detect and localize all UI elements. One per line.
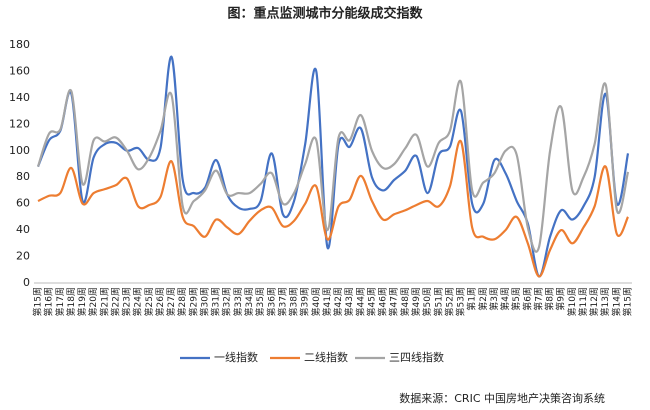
x-tick-label: 第11周 (577, 287, 589, 316)
x-tick-label: 第25周 (143, 287, 155, 316)
x-tick-label: 第49周 (410, 287, 422, 316)
x-tick-label: 第13周 (599, 287, 611, 316)
source-note: 数据来源：CRIC 中国房地产决策咨询系统 (399, 391, 605, 405)
x-tick-label: 第32周 (221, 287, 233, 316)
x-tick-label: 第46周 (377, 287, 389, 316)
chart-title: 图：重点监测城市分能级成交指数 (227, 6, 423, 22)
legend-label: 三四线指数 (389, 350, 444, 364)
series-line (36, 79, 630, 253)
y-tick-label: 40 (16, 223, 30, 236)
x-tick-label: 第8周 (544, 287, 556, 311)
x-tick-label: 第52周 (443, 287, 455, 316)
x-tick-label: 第12周 (588, 287, 600, 316)
legend-label: 二线指数 (304, 350, 348, 364)
x-tick-label: 第50周 (421, 287, 433, 316)
x-tick-label: 第35周 (254, 287, 266, 316)
y-tick-label: 100 (9, 144, 30, 157)
x-tick-label: 第10周 (566, 287, 578, 316)
y-tick-label: 60 (16, 197, 30, 210)
x-tick-label: 第21周 (98, 287, 110, 316)
x-tick-label: 第26周 (154, 287, 166, 316)
x-tick-label: 第48周 (399, 287, 411, 316)
x-tick-label: 第9周 (555, 287, 567, 311)
x-tick-label: 第36周 (265, 287, 277, 316)
x-tick-label: 第18周 (65, 287, 77, 316)
x-tick-label: 第47周 (388, 287, 400, 316)
x-tick-label: 第33周 (232, 287, 244, 316)
y-tick-label: 0 (23, 276, 30, 289)
x-tick-label: 第27周 (165, 287, 177, 316)
x-tick-label: 第20周 (87, 287, 99, 316)
legend-label: 一线指数 (214, 350, 258, 364)
y-tick-label: 20 (16, 250, 30, 263)
x-tick-label: 第39周 (299, 287, 311, 316)
x-tick-label: 第44周 (354, 287, 366, 316)
x-tick-label: 第43周 (343, 287, 355, 316)
x-tick-label: 第5周 (510, 287, 522, 311)
x-tick-label: 第2周 (477, 287, 489, 311)
x-tick-label: 第7周 (532, 287, 544, 311)
y-tick-label: 80 (16, 170, 30, 183)
x-tick-label: 第29周 (187, 287, 199, 316)
x-tick-label: 第15周 (32, 287, 44, 316)
x-tick-label: 第17周 (54, 287, 66, 316)
x-tick-label: 第6周 (521, 287, 533, 311)
y-tick-label: 160 (9, 64, 30, 77)
x-tick-label: 第3周 (488, 287, 500, 311)
x-tick-label: 第38周 (288, 287, 300, 316)
x-tick-label: 第16周 (43, 287, 55, 316)
series-line (37, 139, 629, 278)
x-tick-label: 第42周 (332, 287, 344, 316)
x-tick-label: 第40周 (310, 287, 322, 316)
y-tick-label: 180 (9, 38, 30, 51)
x-tick-label: 第41周 (321, 287, 333, 316)
x-tick-label: 第24周 (132, 287, 144, 316)
x-tick-label: 第1周 (466, 287, 478, 311)
x-tick-label: 第23周 (121, 287, 133, 316)
x-tick-label: 第34周 (243, 287, 255, 316)
x-tick-label: 第51周 (432, 287, 444, 316)
y-tick-label: 120 (9, 117, 30, 130)
x-tick-label: 第31周 (210, 287, 222, 316)
x-tick-label: 第22周 (109, 287, 121, 316)
x-tick-label: 第30周 (198, 287, 210, 316)
x-tick-label: 第37周 (276, 287, 288, 316)
x-tick-label: 第45周 (365, 287, 377, 316)
x-tick-label: 第28周 (176, 287, 188, 316)
y-tick-label: 140 (9, 91, 30, 104)
x-tick-label: 第15周 (622, 287, 634, 316)
x-tick-label: 第19周 (76, 287, 88, 316)
x-tick-label: 第14周 (610, 287, 622, 316)
x-tick-label: 第53周 (455, 287, 467, 316)
x-tick-label: 第4周 (499, 287, 511, 311)
